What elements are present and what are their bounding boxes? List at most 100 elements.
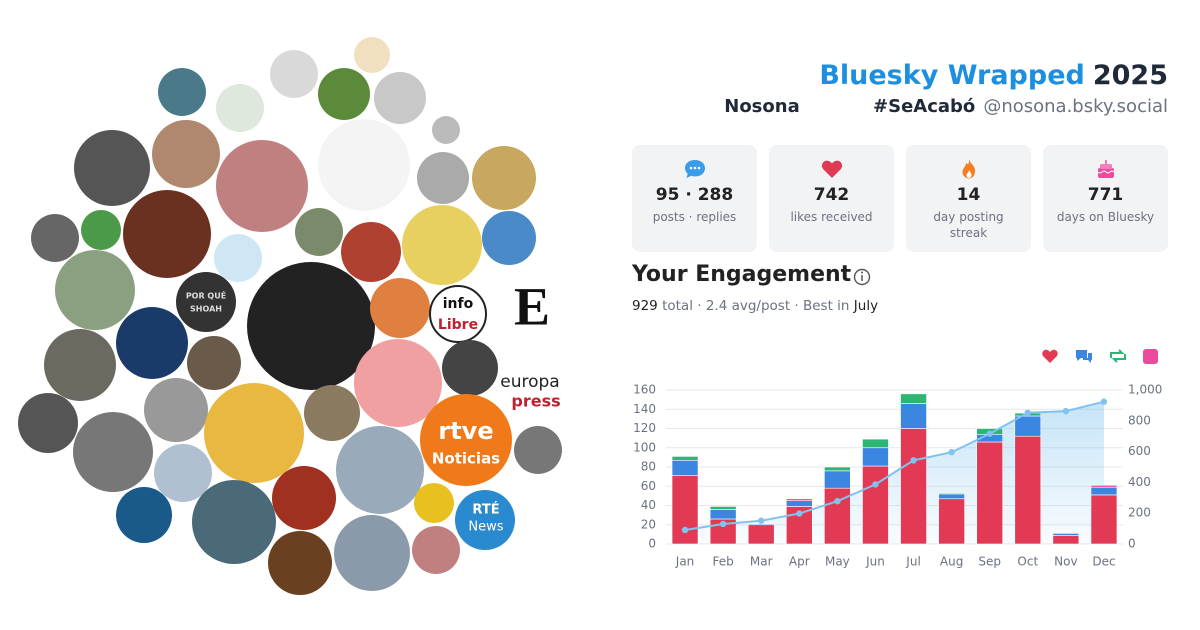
avatar[interactable] (268, 531, 332, 595)
card-icon (821, 160, 842, 178)
avatar[interactable] (370, 278, 430, 338)
x-tick-label: Dec (1092, 555, 1115, 569)
avatar[interactable] (31, 214, 79, 262)
cumulative-point (758, 517, 765, 524)
avatar[interactable] (412, 526, 460, 574)
bar-segment (671, 459, 699, 476)
avatar[interactable] (374, 72, 426, 124)
avatar[interactable] (336, 426, 424, 514)
avatar[interactable] (304, 385, 360, 441)
avatar[interactable] (154, 444, 212, 502)
avatar[interactable] (318, 68, 370, 120)
cumulative-point (910, 457, 917, 464)
avatar[interactable] (472, 146, 536, 210)
bar-segment (824, 466, 851, 472)
avatar[interactable] (295, 208, 343, 256)
cumulative-point (948, 449, 955, 456)
x-tick-label: Nov (1054, 555, 1077, 569)
y-tick-label: 60 (641, 479, 656, 493)
user-handle: @nosona.bsky.social (983, 96, 1168, 117)
summary-text: total · 2.4 avg/post · Best in (662, 298, 850, 314)
x-tick-label: Oct (1017, 555, 1038, 569)
avatar[interactable] (334, 515, 410, 591)
avatar[interactable] (354, 37, 390, 73)
avatar[interactable] (272, 466, 336, 530)
card-icon (1097, 160, 1114, 178)
card-label: likes received (790, 210, 873, 224)
x-tick-label: Jun (865, 555, 885, 569)
card-value: 14 (956, 185, 981, 205)
avatar[interactable] (341, 222, 401, 282)
avatar[interactable] (247, 262, 375, 390)
bar-segment (862, 447, 889, 467)
y-tick-label: 20 (641, 517, 656, 531)
user-line: #SeAcabó @nosona.bsky.social (873, 96, 1168, 117)
avatar[interactable] (402, 205, 482, 285)
avatar[interactable] (116, 307, 188, 379)
bar-segment (671, 475, 699, 545)
avatar[interactable] (176, 272, 236, 332)
avatar[interactable] (192, 480, 276, 564)
avatar[interactable] (216, 140, 308, 232)
cumulative-point (1024, 409, 1031, 416)
avatar[interactable] (270, 50, 318, 98)
bar-segment (1014, 415, 1042, 437)
title: Bluesky Wrapped 2025 (819, 60, 1168, 91)
avatar[interactable] (18, 393, 78, 453)
avatar[interactable] (73, 412, 153, 492)
avatar[interactable] (414, 483, 454, 523)
logo-text: Noticias (432, 450, 500, 468)
y2-tick-label: 0 (1128, 537, 1136, 551)
logo-text: rtve (438, 417, 493, 445)
legend-icon[interactable] (1143, 349, 1158, 364)
legend-icon[interactable] (1042, 349, 1058, 363)
bar-segment (1052, 533, 1080, 536)
avatar[interactable] (116, 487, 172, 543)
avatar[interactable] (514, 426, 562, 474)
bar-segment (976, 441, 1004, 545)
avatar[interactable] (152, 120, 220, 188)
bar-segment (862, 438, 889, 449)
avatar[interactable] (144, 378, 208, 442)
bar-segment (1090, 484, 1118, 488)
avatar[interactable] (482, 211, 536, 265)
y-tick-label: 40 (641, 498, 656, 512)
user-name: Nosona (724, 96, 799, 117)
avatar[interactable] (81, 210, 121, 250)
avatar[interactable] (214, 234, 262, 282)
y-tick-label: 80 (641, 460, 656, 474)
avatar[interactable] (442, 340, 498, 396)
avatar[interactable] (204, 383, 304, 483)
y-tick-label: 140 (633, 402, 656, 416)
info-icon[interactable] (853, 268, 871, 286)
x-tick-label: Mar (750, 555, 773, 569)
avatar[interactable] (429, 285, 487, 343)
avatar[interactable] (318, 119, 410, 211)
logo-text: E (514, 276, 550, 336)
legend-icon[interactable] (1076, 350, 1092, 363)
avatar[interactable] (123, 190, 211, 278)
avatar[interactable] (216, 84, 264, 132)
cumulative-point (1100, 398, 1108, 405)
avatar[interactable] (420, 394, 512, 486)
bar-segment (824, 470, 851, 489)
avatar[interactable] (74, 130, 150, 206)
bar-segment (747, 524, 775, 545)
avatar[interactable] (44, 329, 116, 401)
y2-tick-label: 1,000 (1128, 383, 1162, 397)
avatar[interactable] (354, 339, 442, 427)
avatar[interactable] (187, 336, 241, 390)
x-tick-label: Jan (675, 555, 695, 569)
avatar[interactable] (158, 68, 206, 116)
avatar[interactable] (455, 490, 515, 550)
legend-icon[interactable] (1110, 349, 1126, 363)
y2-tick-label: 600 (1128, 444, 1151, 458)
card-value: 771 (1087, 185, 1124, 205)
avatar[interactable] (417, 152, 469, 204)
y-tick-label: 160 (633, 383, 656, 397)
stat-card: 95 · 288 posts · replies (632, 145, 757, 252)
avatar[interactable] (55, 250, 135, 330)
cumulative-point (796, 510, 803, 517)
avatar[interactable] (432, 116, 460, 144)
